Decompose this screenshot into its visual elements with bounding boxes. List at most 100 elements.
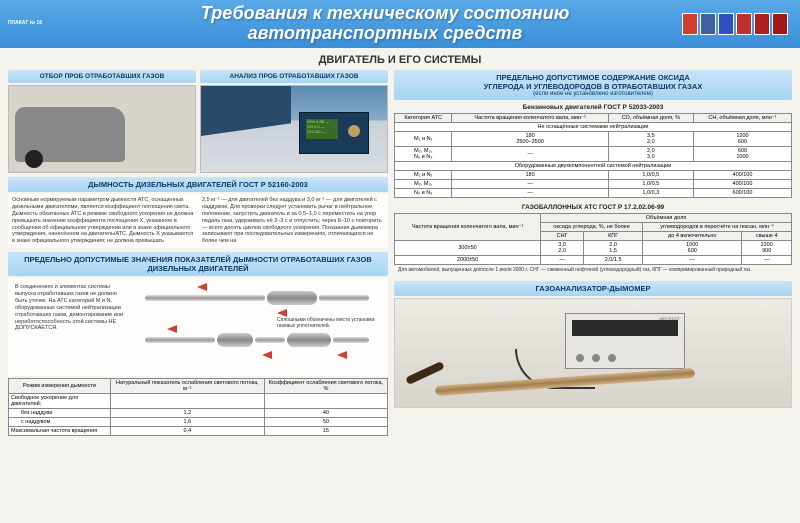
table-row: N₂ и N₃ — 1,0/0,3 600/100: [395, 189, 792, 198]
right-column: ПРЕДЕЛЬНО ДОПУСТИМОЕ СОДЕРЖАНИЕ ОКСИДА У…: [394, 70, 792, 436]
title-line2: автотранспортных средств: [88, 24, 682, 44]
badge-text: ПЛАКАТ № 16: [8, 20, 42, 26]
cell: —: [452, 189, 608, 198]
exhaust-pipe: [255, 337, 285, 343]
analyzer-device: 20% 4.38 — CO 0.2 — CH 120 —: [299, 112, 369, 154]
th: до 4 включительно: [643, 232, 742, 241]
book-icon: [700, 13, 716, 35]
cell: M₂, M₃,: [395, 180, 452, 189]
th: СНГ: [541, 232, 584, 241]
gas-caption: ГАЗОБАЛЛОННЫХ АТС ГОСТ Р 17.2.02.06-99: [394, 202, 792, 213]
section-cell: Не оснащённые системами нейтрализации: [395, 123, 792, 132]
cell: M₂, M₃, N₂ и N₃: [395, 147, 452, 162]
exhaust-pipe: [145, 295, 265, 301]
cell: [110, 394, 264, 409]
analyzer-scene: 20% 4.38 — CO 0.2 — CH 120 —: [201, 86, 387, 172]
th: углеводородов в пересчёте на гексан, млн…: [643, 223, 792, 232]
cell: —: [742, 256, 792, 265]
muffler-icon: [217, 333, 253, 347]
book-icon: [772, 13, 788, 35]
diesel-text-col2: 2,5 м⁻¹ — для двигателей без наддува и 3…: [202, 197, 384, 245]
co-title-l3: (если иное не установлено изготовителем): [400, 91, 786, 97]
cell: 600/100: [693, 189, 791, 198]
co-title-l2: УГЛЕРОДА И УГЛЕВОДОРОДОВ В ОТРАБОТАВШИХ …: [400, 82, 786, 91]
probe-handle-icon: [405, 361, 445, 385]
gas-table: Частота вращения коленчатого вала, мин⁻¹…: [394, 213, 792, 265]
arrow-icon: [197, 283, 207, 291]
cell: 1,0/0,5: [608, 180, 693, 189]
cell: без наддува: [9, 409, 111, 418]
gas-note: Для автомобилей, выпущенных до/после 1 и…: [394, 265, 792, 275]
cell: —: [452, 147, 608, 162]
th: Режим измерения дымности: [9, 379, 111, 394]
cell: 1,0/0,5: [608, 171, 693, 180]
cell: 1000 600: [643, 241, 742, 256]
cell: 180 2500–3500: [452, 132, 608, 147]
table-row: M₁ и N₁ 180 1,0/0,5 400/100: [395, 171, 792, 180]
diesel-smoke-title: ДЫМНОСТЬ ДИЗЕЛЬНЫХ ДВИГАТЕЛЕЙ ГОСТ Р 521…: [8, 177, 388, 192]
cell: 1,6: [110, 418, 264, 427]
poster-header: ПЛАКАТ № 16 Требования к техническому со…: [0, 0, 800, 48]
book-icon: [754, 13, 770, 35]
knob-icon: [348, 125, 360, 137]
book-icon: [736, 13, 752, 35]
cell: [264, 394, 387, 409]
co-title-l1: ПРЕДЕЛЬНО ДОПУСТИМОЕ СОДЕРЖАНИЕ ОКСИДА: [400, 73, 786, 82]
header-badge: ПЛАКАТ № 16: [8, 21, 88, 27]
exhaust-diagram: Сплошными обозначены места установки газ…: [137, 281, 385, 371]
arrow-icon: [337, 351, 347, 359]
photo2-box: АНАЛИЗ ПРОБ ОТРАБОТАВШИХ ГАЗОВ 20% 4.38 …: [200, 70, 388, 173]
photo1-title: ОТБОР ПРОБ ОТРАБОТАВШИХ ГАЗОВ: [8, 70, 196, 83]
analyzer-section-title: ГАЗОАНАЛИЗАТОР-ДЫМОМЕР: [394, 281, 792, 296]
th: Объёмная доля: [541, 214, 792, 223]
cell: 1,0/0,3: [608, 189, 693, 198]
table-row: Свободное ускорение для двигателей:: [9, 394, 388, 409]
table-row: Максимальная частота вращения 0,4 15: [9, 427, 388, 436]
table-row: без наддува 1,2 40: [9, 409, 388, 418]
exhaust-pipe: [145, 337, 215, 343]
cell: 400/100: [693, 180, 791, 189]
photo-row: ОТБОР ПРОБ ОТРАБОТАВШИХ ГАЗОВ АНАЛИЗ ПРО…: [8, 70, 388, 173]
book-icon: [682, 13, 698, 35]
table-row: 2000±50 — 2,0/1,5 — —: [395, 256, 792, 265]
cell: 1200 600: [693, 132, 791, 147]
cell: 2200 900: [742, 241, 792, 256]
cell: 2,0 1,5: [584, 241, 643, 256]
cell: 180: [452, 171, 608, 180]
cell: 3,0 2,0: [541, 241, 584, 256]
diesel-text: Основным нормируемым параметром дымности…: [8, 194, 388, 248]
exhaust-pipe: [319, 295, 369, 301]
muffler-icon: [267, 291, 317, 305]
th: свыше 4: [742, 232, 792, 241]
th: КПГ: [584, 232, 643, 241]
analyzer-panel: [572, 320, 678, 336]
cell: 2,0 3,0: [608, 147, 693, 162]
th: CH, объёмная доля, млн⁻¹: [693, 114, 791, 123]
th: Натуральный показатель ослабления светов…: [110, 379, 264, 394]
gas-analyzer-image: АВТОТЕСТ: [394, 298, 792, 408]
car-hood: [201, 85, 291, 136]
photo1-box: ОТБОР ПРОБ ОТРАБОТАВШИХ ГАЗОВ: [8, 70, 196, 173]
cell: 600 1000: [693, 147, 791, 162]
photo-gas-analysis: 20% 4.38 — CO 0.2 — CH 120 —: [200, 85, 388, 173]
diesel-text-col1: Основным нормируемым параметром дымности…: [12, 197, 194, 245]
car-illustration: [15, 107, 125, 162]
analyzer-label: АВТОТЕСТ: [659, 316, 680, 321]
cell: N₂ и N₃: [395, 189, 452, 198]
table-row: M₁ и N₁ 180 2500–3500 3,5 2,0 1200 600: [395, 132, 792, 147]
cell: 400/100: [693, 171, 791, 180]
title-line1: Требования к техническому состоянию: [88, 4, 682, 24]
table-row: 300±50 3,0 2,0 2,0 1,5 1000 600 2200 900: [395, 241, 792, 256]
cell: 300±50: [395, 241, 541, 256]
knob-icon: [608, 354, 616, 362]
diagram-note: Сплошными обозначены места установки газ…: [273, 315, 383, 331]
cell: —: [643, 256, 742, 265]
arrow-icon: [262, 351, 272, 359]
cell: Максимальная частота вращения: [9, 427, 111, 436]
cell: 15: [264, 427, 387, 436]
exhaust-pipe: [333, 337, 369, 343]
co-limits-title: ПРЕДЕЛЬНО ДОПУСТИМОЕ СОДЕРЖАНИЕ ОКСИДА У…: [394, 70, 792, 100]
readout-line: CH 120 —: [307, 130, 337, 135]
th: Коэффициент ослабления светового потока,…: [264, 379, 387, 394]
poster-title: Требования к техническому состоянию авто…: [88, 4, 682, 44]
